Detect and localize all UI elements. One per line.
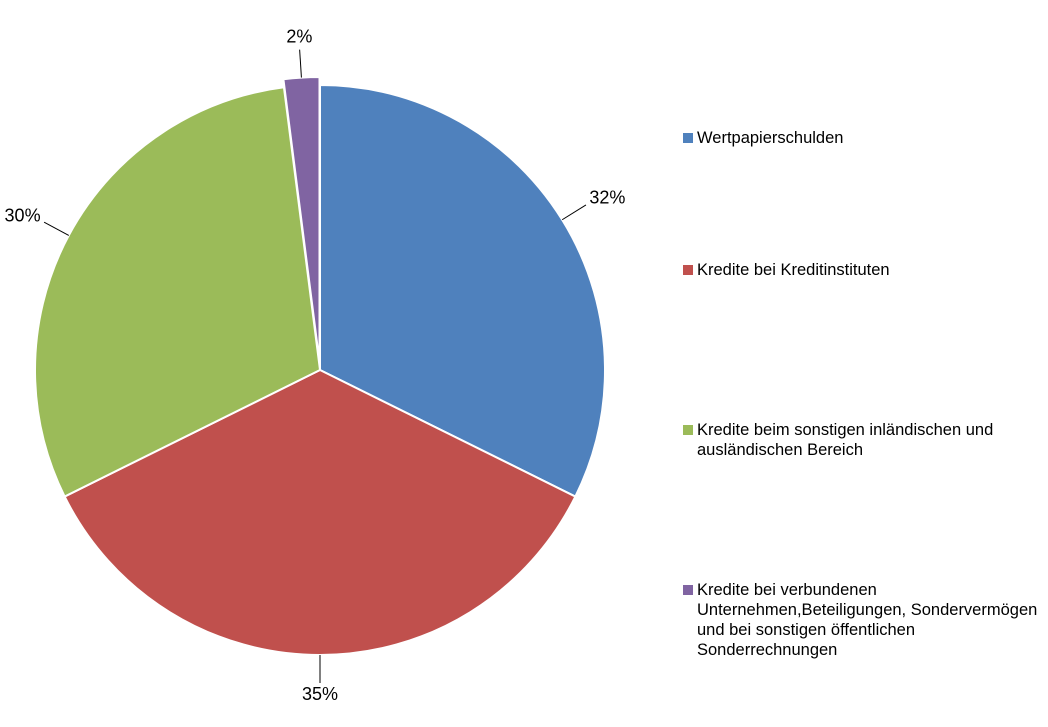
legend-item: Kredite bei Kreditinstituten [680,260,1046,280]
legend-item: Kredite beim sonstigen inländischen und … [680,420,1046,460]
data-label: 30% [5,205,41,225]
pie-slice [319,83,606,498]
legend-swatch [683,585,693,595]
legend-label: Kredite beim sonstigen inländischen und … [697,421,994,459]
data-label: 32% [589,187,625,207]
leader-line [43,221,70,236]
data-label: 35% [302,684,338,704]
pie-slice [34,86,322,498]
legend-label: Kredite bei verbundenen Unternehmen,Bete… [697,581,1038,659]
data-label: 2% [286,26,312,46]
legend-label: Kredite bei Kreditinstituten [697,261,890,279]
legend-item: Wertpapierschulden [680,128,1046,148]
pie-slice [282,76,321,363]
legend-swatch [683,133,693,143]
leader-line [561,204,587,221]
legend-swatch [683,265,693,275]
legend-swatch [683,425,693,435]
legend-item: Kredite bei verbundenen Unternehmen,Bete… [680,580,1046,660]
pie-slice [63,368,577,656]
leader-line [299,49,302,78]
legend-label: Wertpapierschulden [697,129,844,147]
